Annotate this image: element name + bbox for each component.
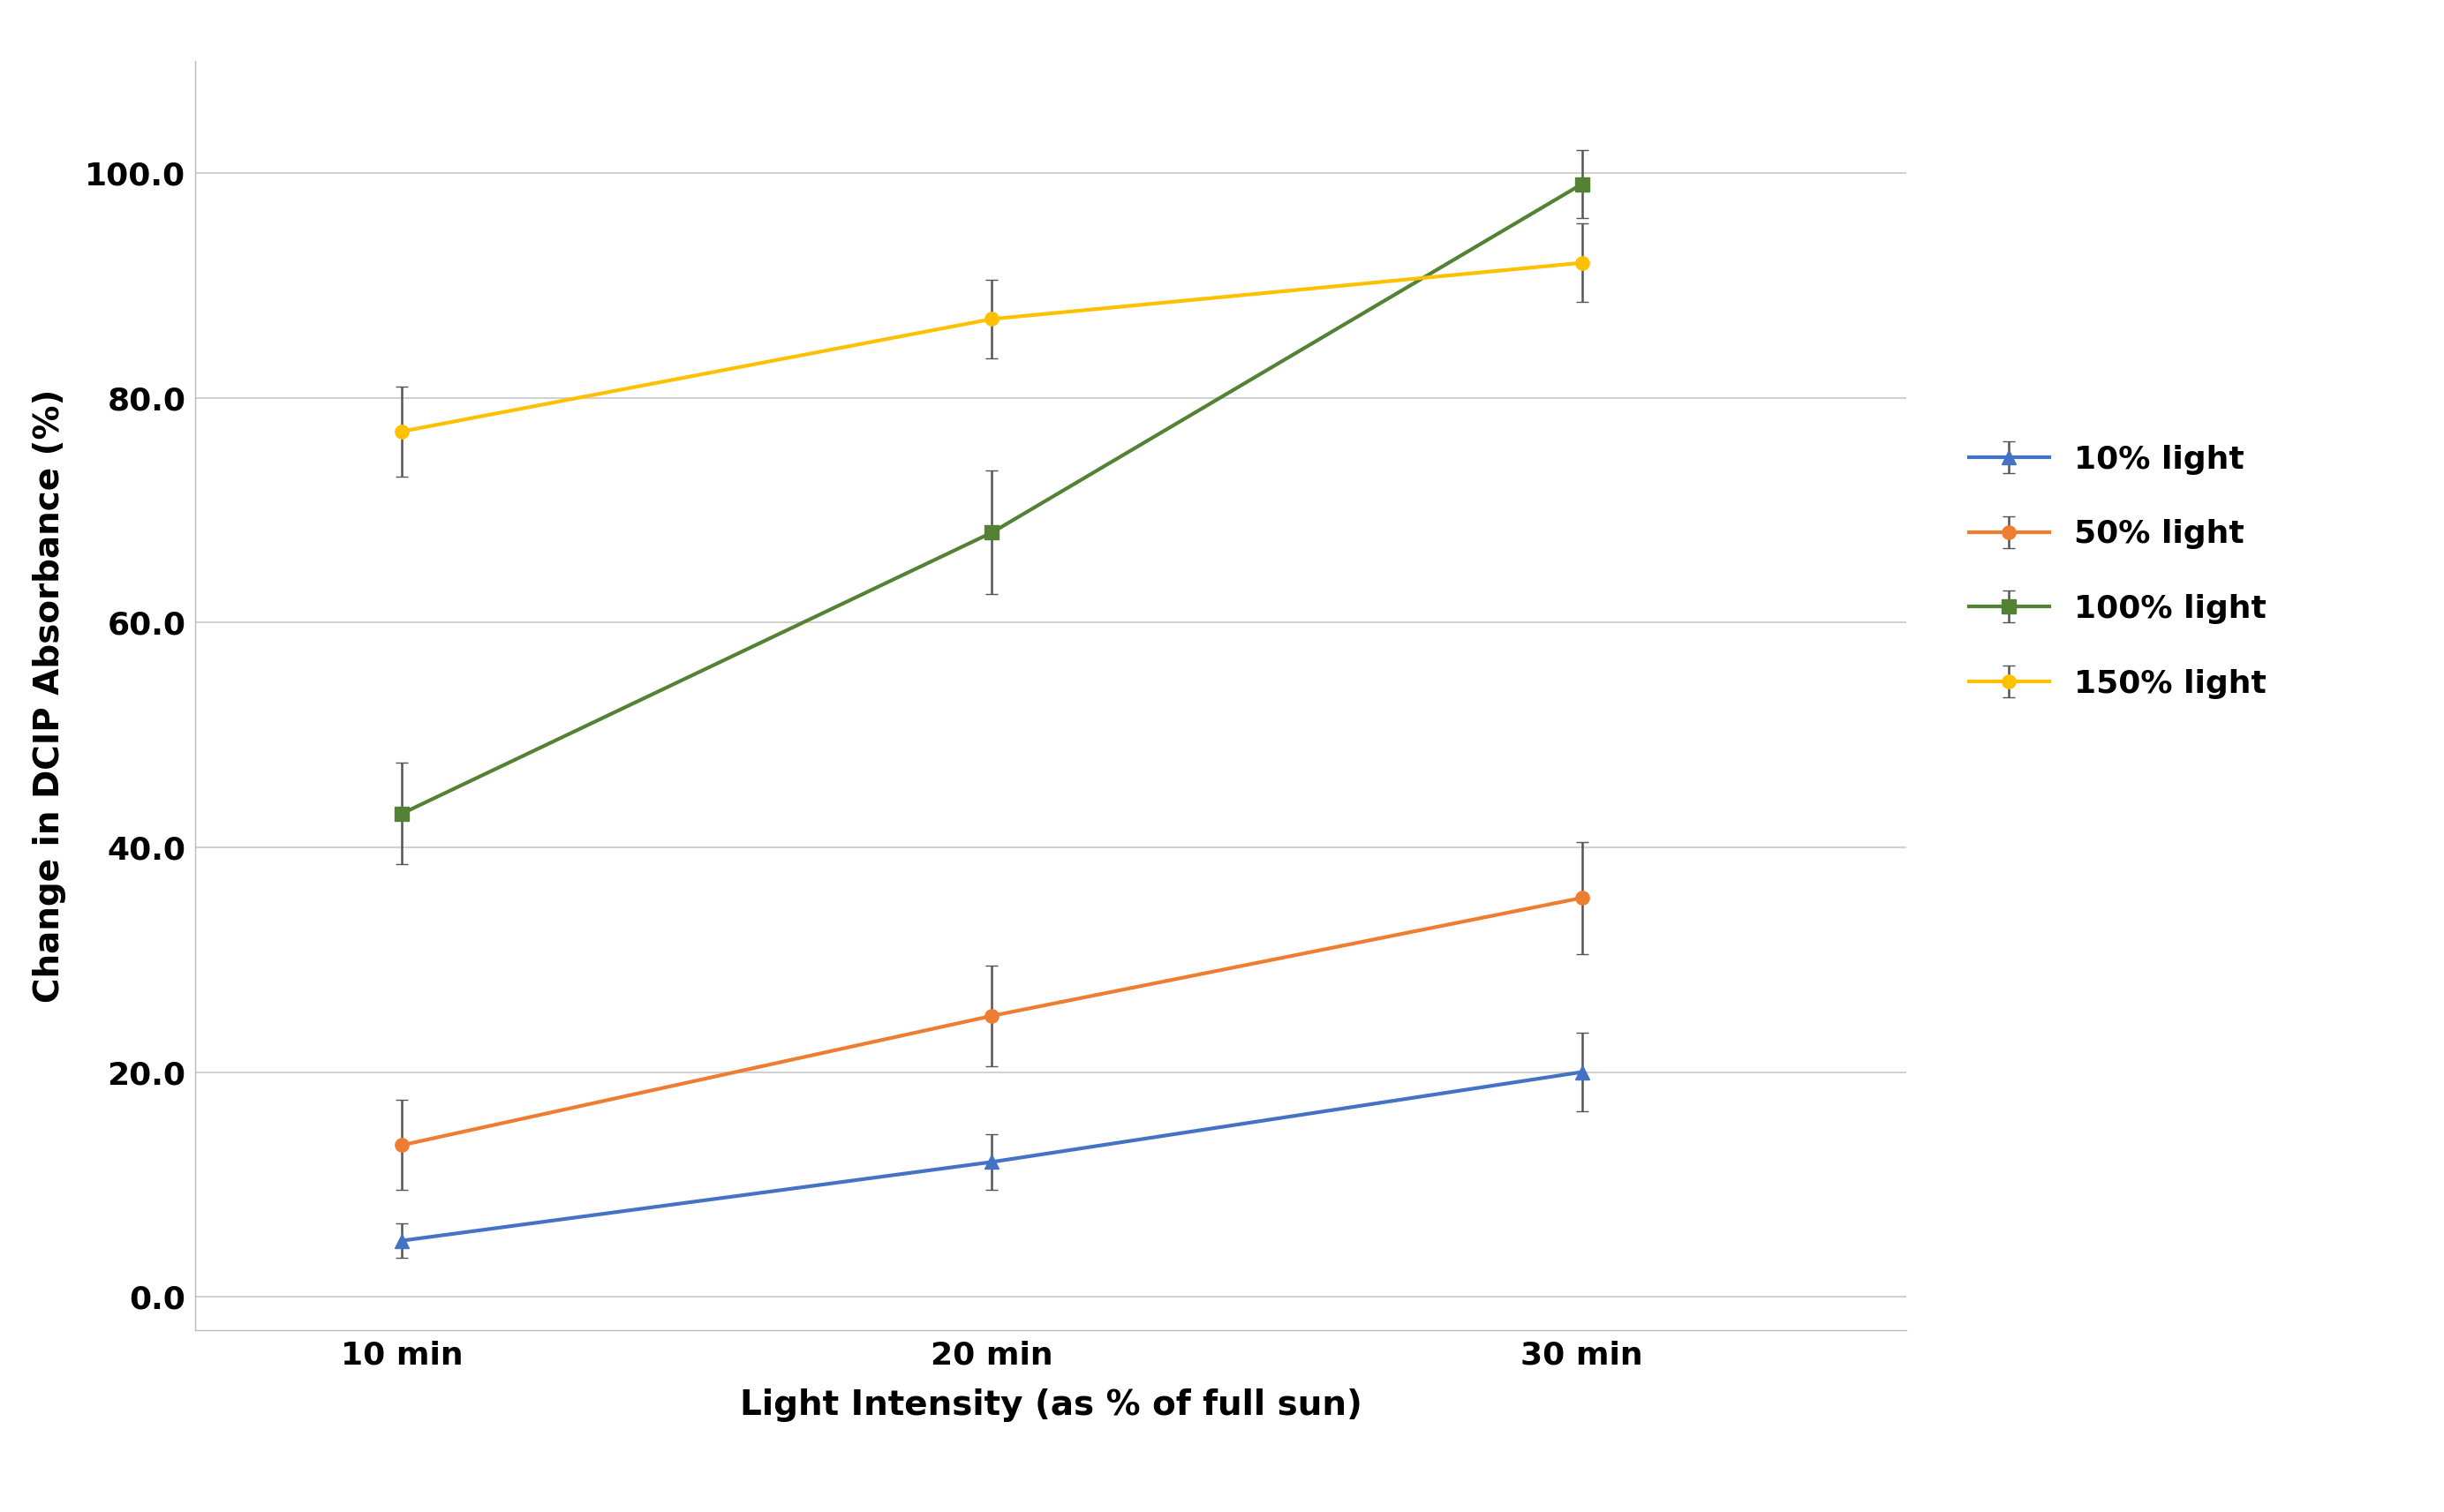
X-axis label: Light Intensity (as % of full sun): Light Intensity (as % of full sun) [741, 1388, 1361, 1423]
Legend: 10% light, 50% light, 100% light, 150% light: 10% light, 50% light, 100% light, 150% l… [1958, 432, 2280, 712]
Y-axis label: Change in DCIP Absorbance (%): Change in DCIP Absorbance (%) [34, 389, 66, 1002]
